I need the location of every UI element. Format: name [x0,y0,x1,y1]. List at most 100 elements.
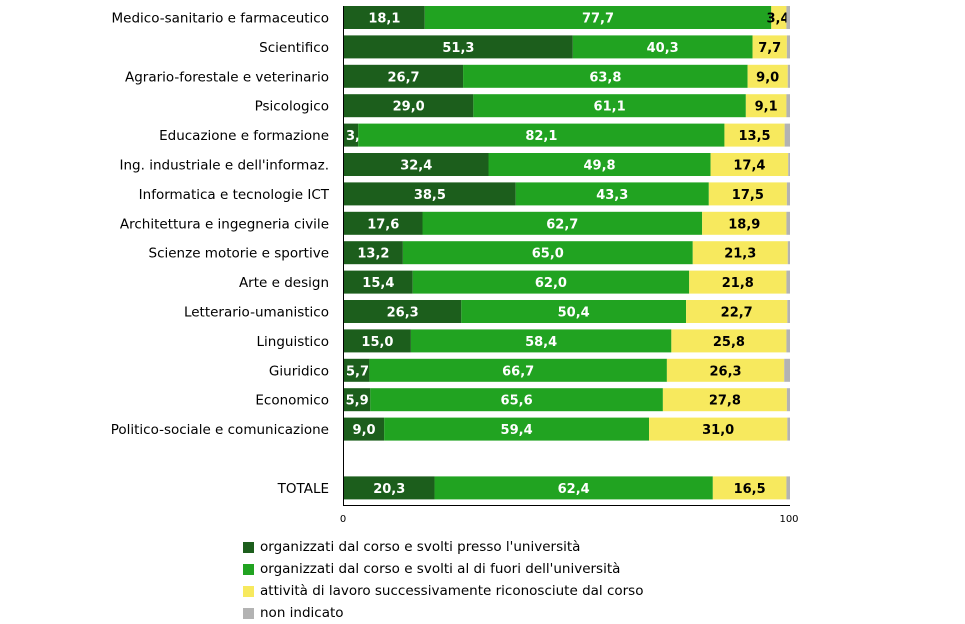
category-label: Ing. industriale e dell'informaz. [120,158,330,174]
legend-label: non indicato [260,605,344,621]
x-tick-100: 100 [779,514,798,525]
bar-segment [745,94,787,118]
bar-segment [434,476,713,500]
category-label: Informatica e tecnologie ICT [139,187,330,203]
bar-segment [787,64,790,88]
bar-segment [747,64,788,88]
bar-segment [686,300,788,323]
category-label: Psicologico [255,99,329,115]
data-label: 21,8 [722,276,754,291]
data-label: 62,7 [546,217,578,232]
bar-segment [708,182,787,206]
data-label: 9,1 [755,100,778,115]
bars: 18,1 77,7 3,4 51,3 40,3 7,7 26,7 63,8 9,0 29,0 61,… [344,6,790,500]
legend-item-non-indicato: non indicato [243,602,643,624]
data-label: 13,5 [739,129,771,144]
legend-item-presso-universita: organizzati dal corso e svolti presso l'… [243,536,643,558]
bar-segment [384,417,650,441]
bar-segment [344,35,573,59]
bar-segment [724,123,785,147]
data-label: 22,7 [721,306,753,321]
bar-segment [344,417,385,441]
bar-segment [771,6,787,29]
data-label: 9,0 [353,423,376,438]
legend-swatch [243,607,254,619]
category-label: Arte e design [239,275,329,291]
bar-segment [689,270,787,294]
bar-segment [344,182,516,206]
data-label: 17,6 [367,217,399,232]
bar-segment [786,388,790,412]
bar-segment [692,241,788,265]
data-label: 62,4 [558,482,590,497]
bar-segment [369,358,667,382]
category-label: Linguistico [257,334,329,350]
data-label: 26,3 [387,306,419,321]
bar-segment [786,182,790,206]
data-label: 16,5 [734,482,766,497]
bar-segment [752,35,787,59]
category-labels: Medico-sanitario e farmaceutico Scientifi… [111,11,330,497]
legend-swatch [243,541,254,553]
legend: organizzati dal corso e svolti presso l'… [243,536,643,624]
data-label: 17,4 [733,159,765,174]
bar-segment [786,35,790,59]
category-label: Scientifico [259,40,329,56]
data-label: 9,0 [756,70,779,85]
bar-segment [344,211,423,235]
bar-segment [370,388,663,412]
bar-segment [786,329,790,353]
legend-swatch [243,563,254,575]
data-label: 66,7 [502,364,534,379]
bar-segment [344,270,413,294]
data-label: 50,4 [558,306,590,321]
bar-segment [358,123,725,147]
data-label: 18,1 [368,12,400,27]
bar-segment [461,300,687,323]
data-label: 25,8 [713,335,745,350]
bar-segment [344,476,435,500]
data-label: 59,4 [501,423,533,438]
category-label: TOTALE [277,481,329,497]
bar-segment [344,241,403,265]
legend-swatch [243,585,254,597]
data-label: 27,8 [709,394,741,409]
data-label: 21,3 [724,247,756,262]
legend-item-attivita-lavoro: attività di lavoro successivamente ricon… [243,580,643,602]
legend-item-fuori-universita: organizzati dal corso e svolti al di fuo… [243,558,643,580]
data-label: 43,3 [596,188,628,203]
bar-segment [784,123,790,147]
data-label: 51,3 [442,41,474,56]
bar-segment [402,241,693,265]
bar-segment [786,6,790,29]
bar-segment [784,358,790,382]
bar-segment [344,123,359,147]
data-label: 26,7 [388,70,420,85]
data-label: 38,5 [414,188,446,203]
data-label: 77,7 [582,12,614,27]
data-label: 13,2 [357,247,389,262]
bar-segment [787,241,790,265]
data-label: 20,3 [373,482,405,497]
bar-segment [786,476,790,500]
bar-segment [786,211,790,235]
bar-segment [515,182,709,206]
data-label: 3,4 [766,12,789,27]
bar-segment [344,388,371,412]
category-label: Scienze motorie e sportive [149,246,330,262]
data-label: 29,0 [393,100,425,115]
data-label: 32,4 [400,159,432,174]
bar-segment [787,300,790,323]
category-label: Educazione e formazione [159,128,329,144]
data-label: 65,6 [501,394,533,409]
bar-segment [666,358,785,382]
legend-label: organizzati dal corso e svolti presso l'… [260,539,581,555]
data-label: 62,0 [535,276,567,291]
bar-segment [712,476,787,500]
legend-label: organizzati dal corso e svolti al di fuo… [260,561,621,577]
data-label: 31,0 [702,423,734,438]
bar-segment [412,270,690,294]
data-label: 17,5 [732,188,764,203]
data-label: 15,0 [361,335,393,350]
data-label: 26,3 [710,364,742,379]
